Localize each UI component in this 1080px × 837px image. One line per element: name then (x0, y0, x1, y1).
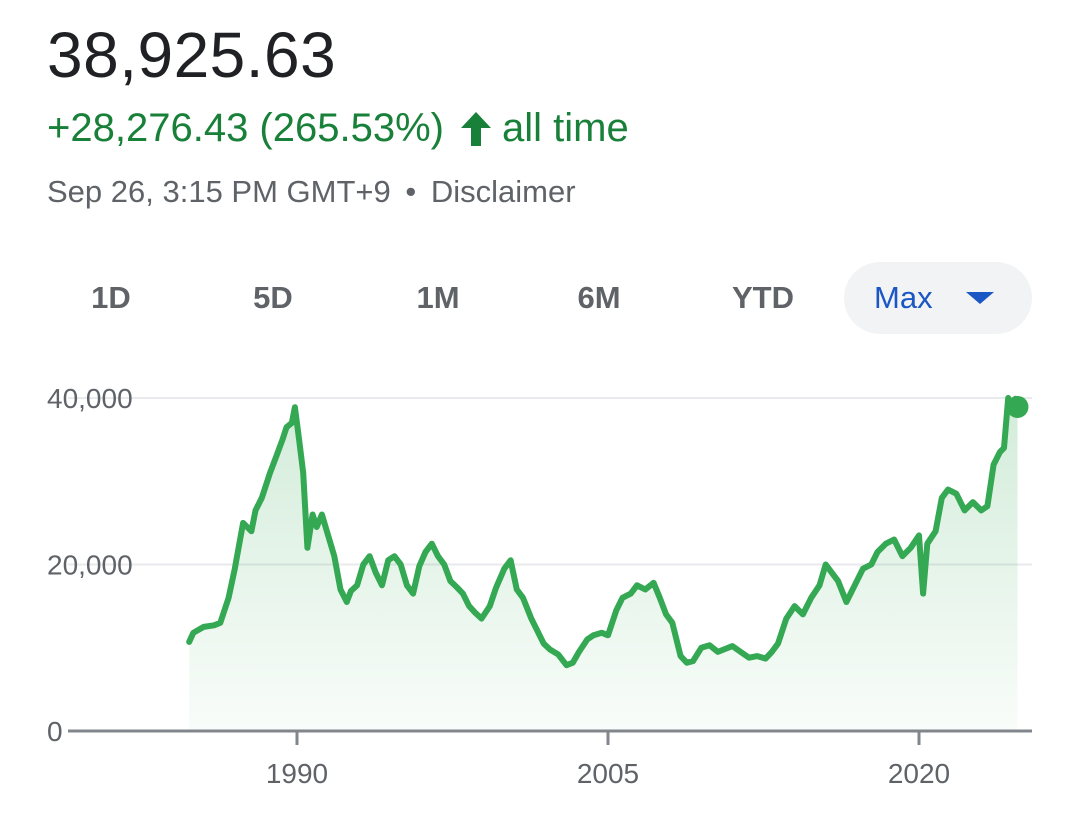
price-change-row: +28,276.43 (265.53%) all time (47, 106, 629, 151)
timestamp-row: Sep 26, 3:15 PM GMT+9 • Disclaimer (47, 174, 576, 210)
chart-series-line (186, 395, 1021, 669)
tab-max-label: Max (874, 280, 933, 315)
arrow-up-icon (458, 109, 494, 149)
price-chart[interactable]: 0 20,000 40,000 1990 2005 2020 (0, 370, 1080, 810)
range-tabs: 1D 5D 1M 6M YTD Max (0, 262, 1080, 334)
tab-max[interactable]: Max (844, 262, 1032, 334)
tab-1d[interactable]: 1D (91, 280, 131, 315)
tab-5d[interactable]: 5D (253, 280, 293, 315)
x-tick-label: 2005 (577, 758, 639, 789)
price-change: +28,276.43 (265.53%) (47, 106, 444, 150)
chevron-down-icon (966, 292, 994, 304)
tab-1m[interactable]: 1M (416, 280, 460, 315)
x-tick-label: 1990 (266, 758, 328, 789)
current-price: 38,925.63 (47, 19, 337, 91)
tab-6m[interactable]: 6M (577, 280, 621, 315)
timestamp: Sep 26, 3:15 PM GMT+9 (47, 174, 391, 209)
separator-dot: • (405, 174, 417, 209)
chart-area-fill (189, 398, 1018, 731)
y-tick-label: 40,000 (47, 383, 133, 414)
y-tick-label: 20,000 (47, 550, 133, 581)
change-period: all time (501, 106, 629, 150)
y-tick-label: 0 (47, 716, 63, 747)
chart-last-point (1006, 395, 1029, 418)
disclaimer-link[interactable]: Disclaimer (430, 174, 576, 209)
x-tick-label: 2020 (888, 758, 950, 789)
tab-ytd[interactable]: YTD (732, 280, 794, 315)
